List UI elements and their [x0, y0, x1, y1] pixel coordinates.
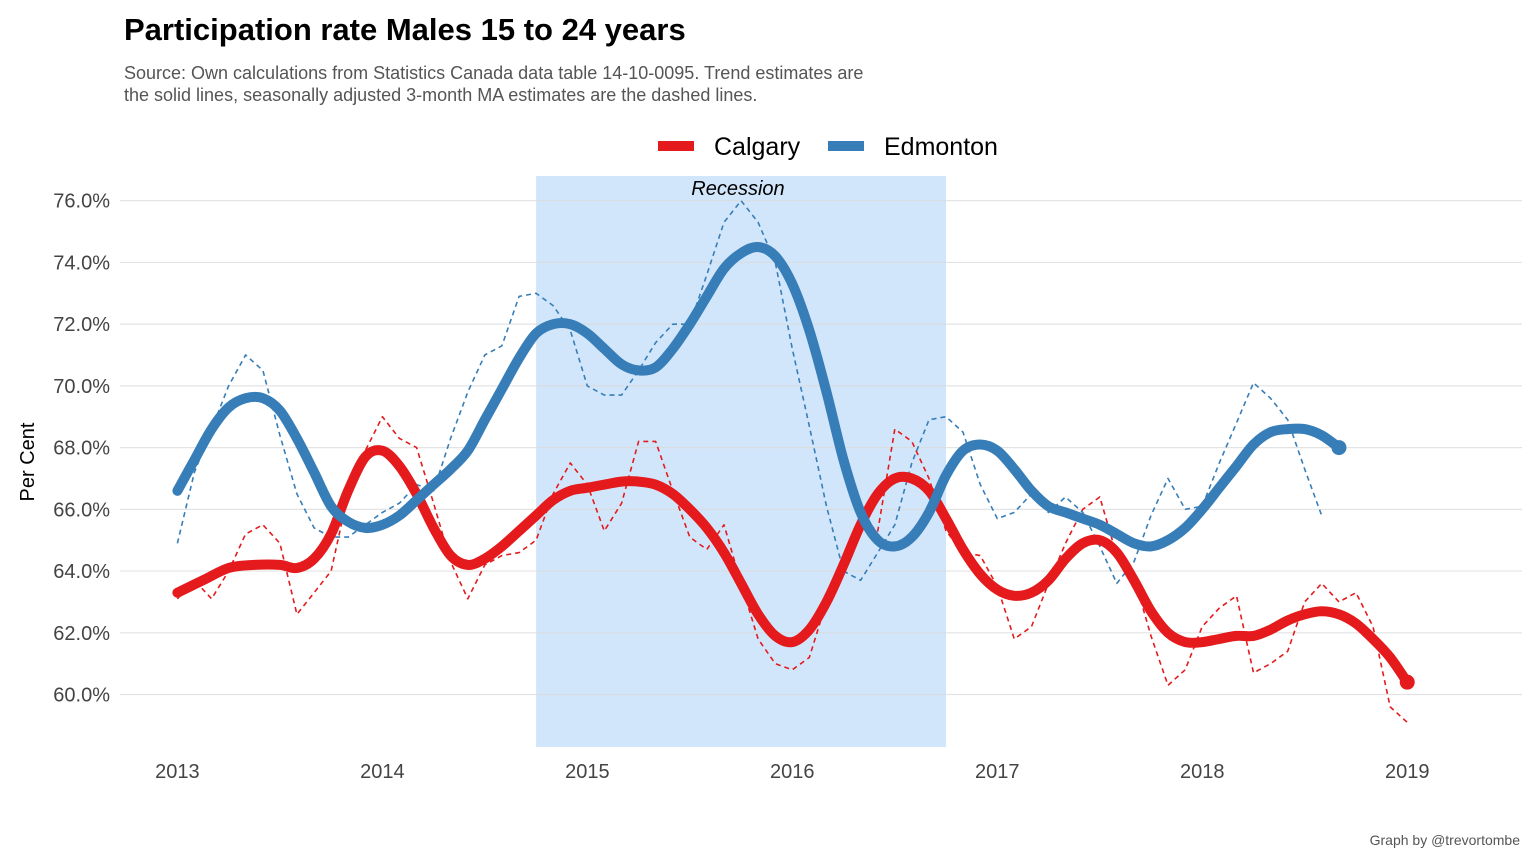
- legend-item-edmonton: Edmonton: [828, 133, 998, 161]
- x-tick-label: 2014: [360, 761, 405, 783]
- y-axis-label: Per Cent: [17, 422, 39, 501]
- recession-annotation: Recession: [691, 178, 784, 200]
- calgary-trend-line: [172, 445, 1413, 688]
- y-tick-label: 72.0%: [53, 314, 110, 336]
- y-tick-label: 64.0%: [53, 561, 110, 583]
- axes: 60.0% 62.0% 64.0% 66.0% 68.0% 70.0% 72.0% 74.0%…: [53, 191, 1429, 783]
- chart-title: Participation rate Males 15 to 24 years: [124, 12, 686, 47]
- calgary-sa-3mma-line: [176, 415, 1408, 723]
- x-tick-label: 2017: [975, 761, 1020, 783]
- recession-band: [536, 176, 947, 747]
- y-tick-label: 66.0%: [53, 499, 110, 521]
- y-tick-label: 62.0%: [53, 623, 110, 645]
- x-tick-label: 2013: [155, 761, 200, 783]
- y-tick-label: 76.0%: [53, 191, 110, 213]
- edmonton-sa-3mma-line: [176, 199, 1323, 585]
- y-tick-label: 70.0%: [53, 376, 110, 398]
- chart-caption: Graph by @trevortombe: [1370, 832, 1521, 848]
- recession-band-layer: [536, 176, 947, 747]
- chart-subtitle-line-2: the solid lines, seasonally adjusted 3-m…: [124, 85, 757, 105]
- series-lines: [172, 199, 1415, 723]
- legend-label: Calgary: [714, 133, 801, 161]
- legend: Calgary Edmonton: [658, 133, 998, 161]
- legend-label: Edmonton: [884, 133, 998, 161]
- legend-item-calgary: Calgary: [658, 133, 801, 161]
- chart-subtitle-line-1: Source: Own calculations from Statistics…: [124, 63, 863, 83]
- calgary-end-point: [1399, 674, 1415, 690]
- y-tick-label: 68.0%: [53, 438, 110, 460]
- edmonton-end-point: [1331, 440, 1347, 456]
- x-tick-label: 2016: [770, 761, 815, 783]
- x-tick-label: 2019: [1385, 761, 1430, 783]
- y-tick-label: 60.0%: [53, 685, 110, 707]
- x-tick-label: 2018: [1180, 761, 1225, 783]
- y-tick-label: 74.0%: [53, 252, 110, 274]
- edmonton-trend-line: [172, 241, 1344, 552]
- x-tick-label: 2015: [565, 761, 610, 783]
